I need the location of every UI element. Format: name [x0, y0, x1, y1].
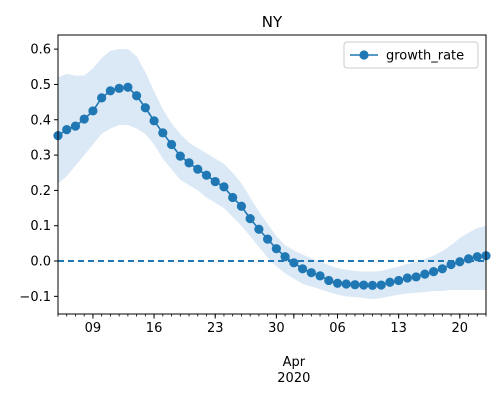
data-point — [140, 103, 150, 113]
x-tick-label: 13 — [390, 321, 407, 336]
data-point — [263, 234, 273, 244]
x-tick-label: 16 — [146, 321, 163, 336]
x-tick-label: 30 — [268, 321, 285, 336]
legend: growth_rate — [343, 41, 479, 69]
data-point — [306, 268, 316, 278]
data-point — [132, 91, 142, 101]
series-layer — [53, 82, 491, 290]
data-point — [315, 271, 325, 281]
data-point — [228, 192, 238, 203]
data-point — [193, 164, 203, 174]
data-point — [158, 128, 168, 138]
data-point — [219, 182, 229, 192]
data-point — [367, 280, 378, 290]
data-point — [105, 86, 116, 96]
data-point — [394, 275, 404, 286]
data-point — [123, 82, 133, 92]
data-point — [402, 273, 412, 283]
data-point — [341, 279, 351, 289]
y-tick-label: 0.2 — [30, 184, 51, 199]
data-point — [97, 93, 107, 103]
data-point — [79, 114, 89, 124]
y-tick-label: 0.6 — [30, 43, 51, 58]
data-point — [149, 116, 159, 126]
data-point — [463, 254, 474, 264]
legend-marker — [359, 50, 369, 60]
data-point — [428, 267, 439, 277]
data-point — [184, 158, 194, 168]
data-point — [245, 214, 255, 224]
data-point — [385, 277, 395, 287]
data-point — [446, 259, 456, 270]
legend-box — [343, 41, 479, 69]
data-point — [359, 280, 369, 290]
y-tick-label: 0.5 — [30, 78, 51, 93]
data-point — [420, 269, 430, 279]
data-point — [175, 151, 185, 161]
data-point — [236, 201, 247, 211]
data-point — [472, 252, 482, 262]
y-tick-label: 0.3 — [30, 149, 51, 164]
x-year-label: 2020 — [277, 371, 310, 386]
data-point — [166, 139, 177, 150]
x-tick-label: 06 — [329, 321, 346, 336]
data-point — [88, 106, 98, 116]
y-tick-label: 0.0 — [30, 255, 51, 270]
x-tick-label: 23 — [207, 321, 224, 336]
data-point — [411, 272, 421, 282]
data-point — [271, 244, 281, 254]
plot-frame — [57, 34, 487, 315]
data-point — [455, 257, 465, 267]
data-point — [62, 125, 72, 135]
legend-label: growth_rate — [386, 49, 464, 64]
data-point — [332, 278, 343, 288]
x-tick-label: 09 — [85, 321, 102, 336]
data-point — [201, 170, 212, 180]
y-tick-label: 0.4 — [30, 113, 51, 128]
data-point — [280, 252, 290, 262]
y-tick-label: 0.1 — [30, 219, 51, 234]
data-point — [297, 264, 308, 274]
axes-layer: −0.1 0.0 0.1 0.2 0.3 0.4 0.5 0.6 09 16 23 30 06 13 20 A… — [19, 34, 487, 386]
data-point — [70, 121, 81, 131]
x-tick-label: 20 — [452, 321, 469, 336]
data-point — [289, 258, 299, 268]
chart-title: NY — [262, 13, 283, 31]
data-point — [114, 83, 124, 93]
data-point — [350, 280, 360, 290]
data-point — [324, 275, 334, 286]
data-point — [437, 264, 447, 274]
y-tick-label: −0.1 — [19, 290, 51, 305]
data-point — [210, 176, 220, 187]
data-point — [254, 224, 264, 234]
x-month-label: Apr — [283, 355, 306, 370]
data-point — [376, 280, 386, 290]
